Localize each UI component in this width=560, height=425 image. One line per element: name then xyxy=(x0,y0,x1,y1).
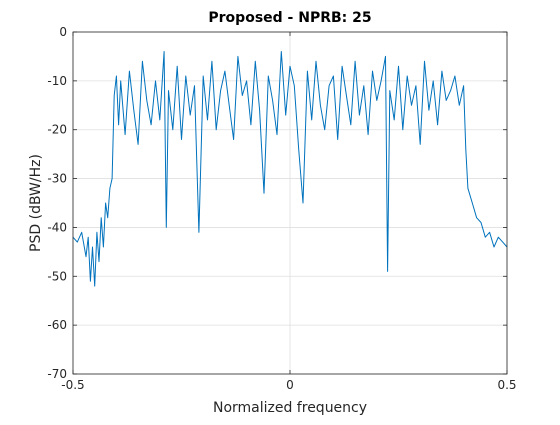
y-tick-label: -20 xyxy=(47,123,67,137)
x-tick-label: 0.5 xyxy=(497,378,516,392)
y-tick-label: -10 xyxy=(47,74,67,88)
y-tick-label: 0 xyxy=(59,25,67,39)
chart-title: Proposed - NPRB: 25 xyxy=(208,10,371,26)
y-tick-label: -70 xyxy=(47,367,67,381)
x-tick-label: 0 xyxy=(286,378,294,392)
y-axis-title: PSD (dBW/Hz) xyxy=(28,154,44,252)
y-tick-label: -30 xyxy=(47,172,67,186)
y-tick-label: -60 xyxy=(47,318,67,332)
y-tick-label: -50 xyxy=(47,269,67,283)
x-axis-title: Normalized frequency xyxy=(213,400,367,416)
y-tick-label: -40 xyxy=(47,220,67,234)
